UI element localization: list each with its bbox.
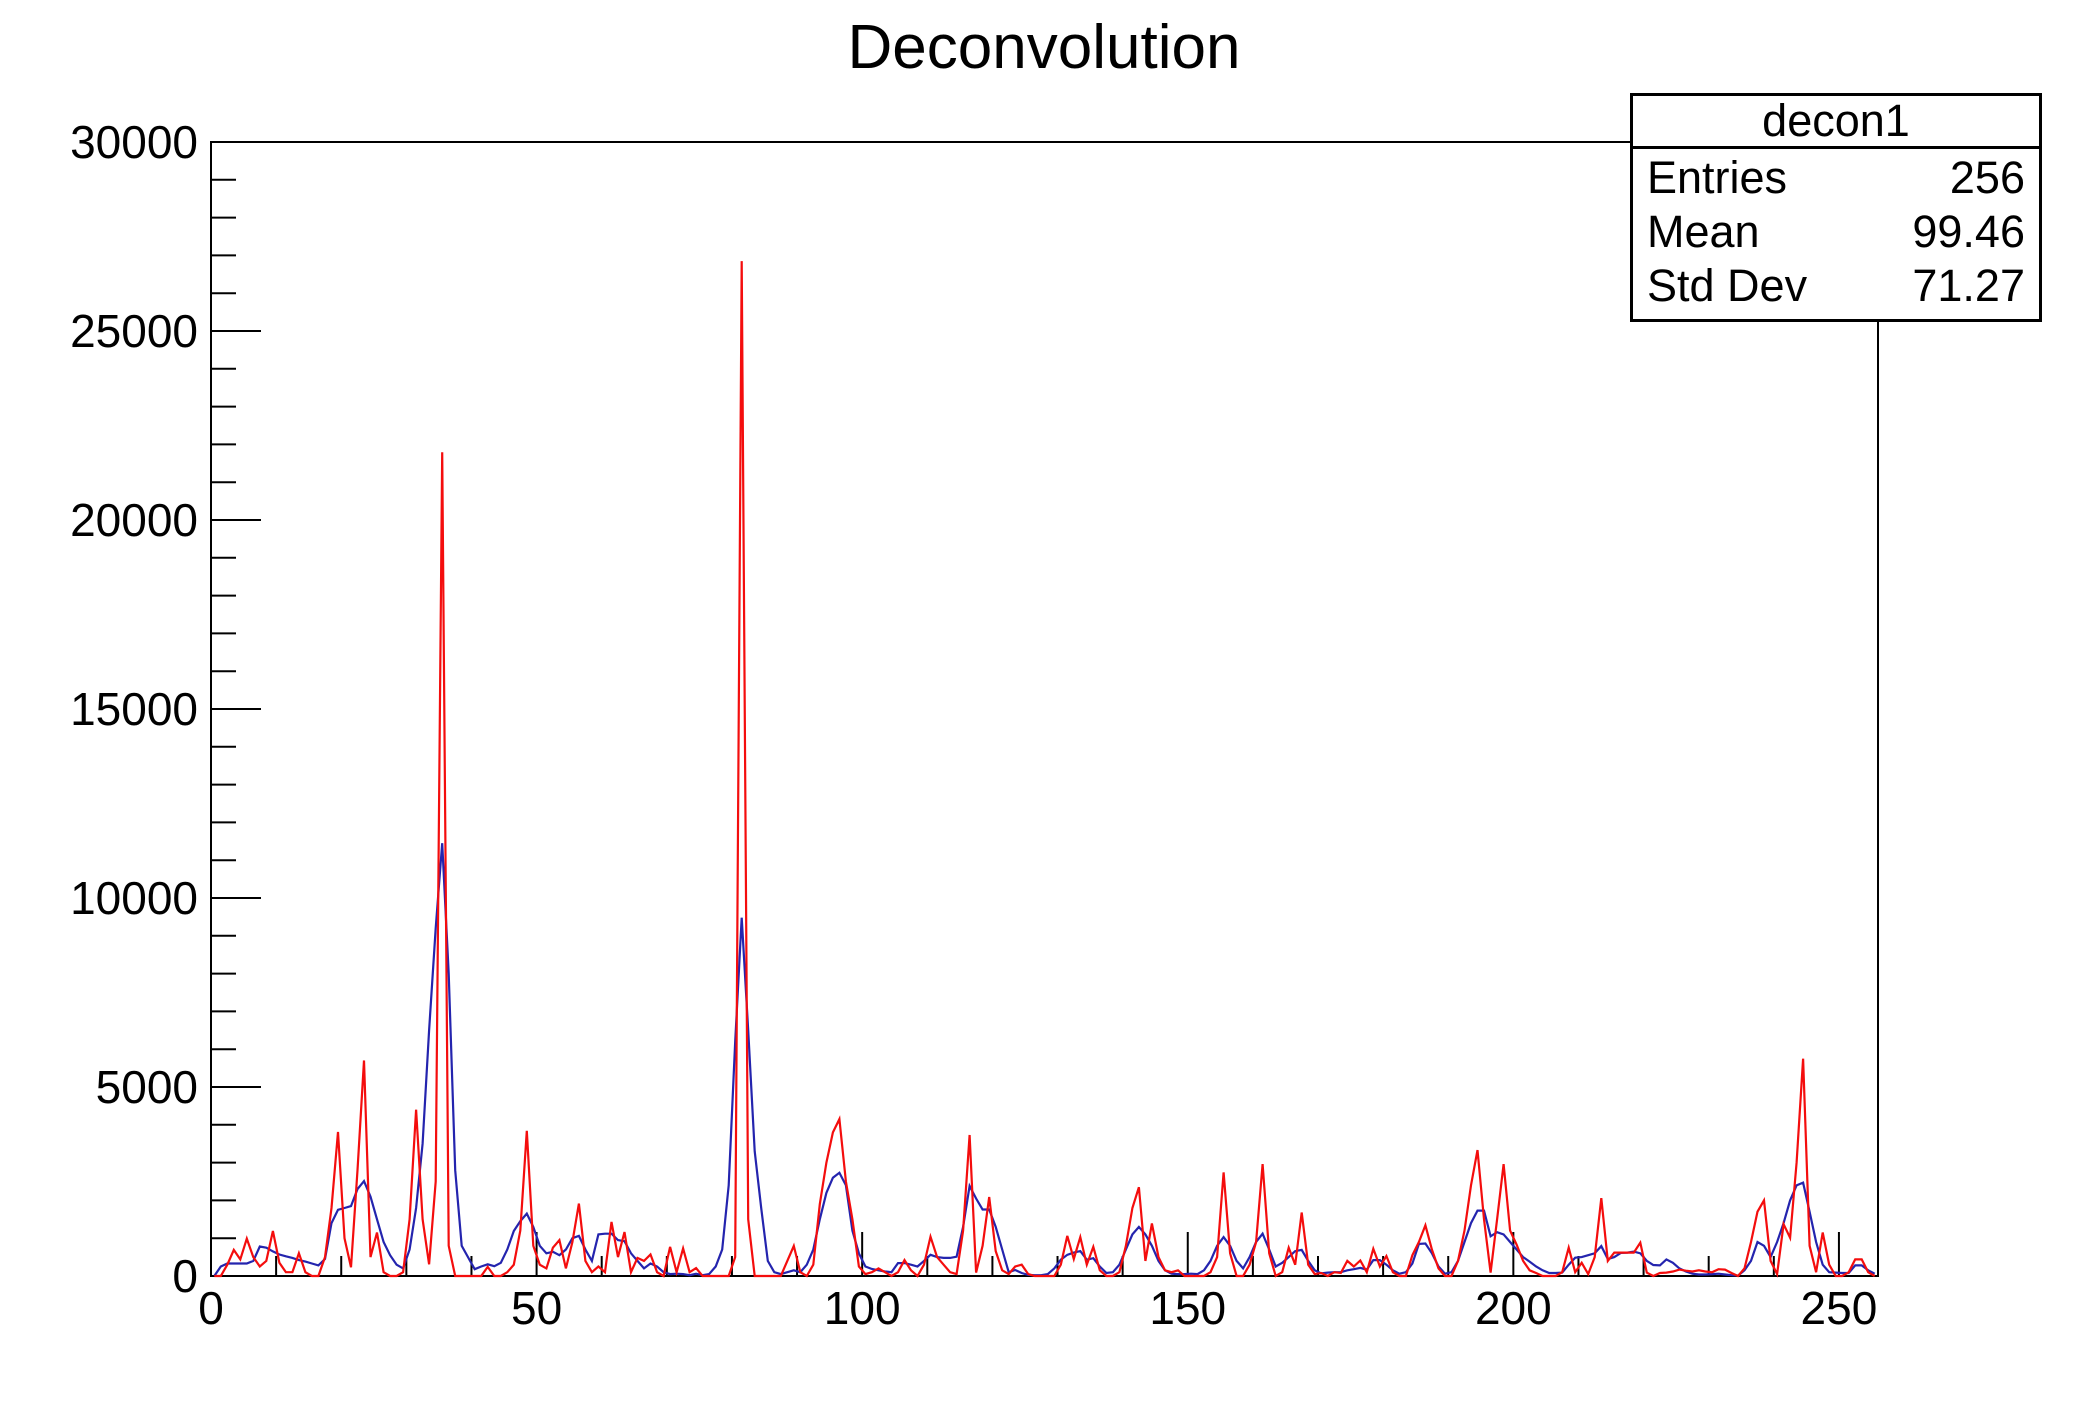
stats-box-title: decon1 <box>1633 96 2039 149</box>
chart-title: Deconvolution <box>847 13 1241 82</box>
y-axis-tick-label: 10000 <box>70 872 198 924</box>
x-axis-tick-label: 250 <box>1801 1282 1878 1334</box>
stats-value: 71.27 <box>1912 260 2025 311</box>
plot-frame <box>210 141 1879 1277</box>
stats-row-mean: Mean 99.46 <box>1647 205 2025 259</box>
stats-box-rows: Entries 256 Mean 99.46 Std Dev 71.27 <box>1633 149 2039 319</box>
y-axis-tick-label: 20000 <box>70 494 198 546</box>
stats-value: 256 <box>1949 152 2025 203</box>
stats-row-entries: Entries 256 <box>1647 151 2025 205</box>
stats-label: Std Dev <box>1647 260 1808 311</box>
series-line-blue-spectrum <box>213 843 1876 1277</box>
x-axis-tick-label: 200 <box>1475 1282 1552 1334</box>
y-axis-tick-label: 30000 <box>70 116 198 168</box>
stats-box: decon1 Entries 256 Mean 99.46 Std Dev 71… <box>1630 93 2042 322</box>
stats-row-stddev: Std Dev 71.27 <box>1647 259 2025 313</box>
y-axis-tick-label: 15000 <box>70 683 198 735</box>
stats-label: Entries <box>1647 152 1788 203</box>
stats-label: Mean <box>1647 206 1760 257</box>
y-axis-tick-label: 0 <box>172 1250 198 1302</box>
stats-value: 99.46 <box>1912 206 2025 257</box>
series-line-red-spectrum <box>214 261 1876 1278</box>
y-axis-tick-label: 5000 <box>96 1061 198 1113</box>
x-axis-tick-label: 50 <box>511 1282 562 1334</box>
x-axis-tick-label: 150 <box>1149 1282 1226 1334</box>
y-axis-tick-label: 25000 <box>70 305 198 357</box>
x-axis-tick-label: 0 <box>198 1282 224 1334</box>
x-axis-tick-label: 100 <box>824 1282 901 1334</box>
